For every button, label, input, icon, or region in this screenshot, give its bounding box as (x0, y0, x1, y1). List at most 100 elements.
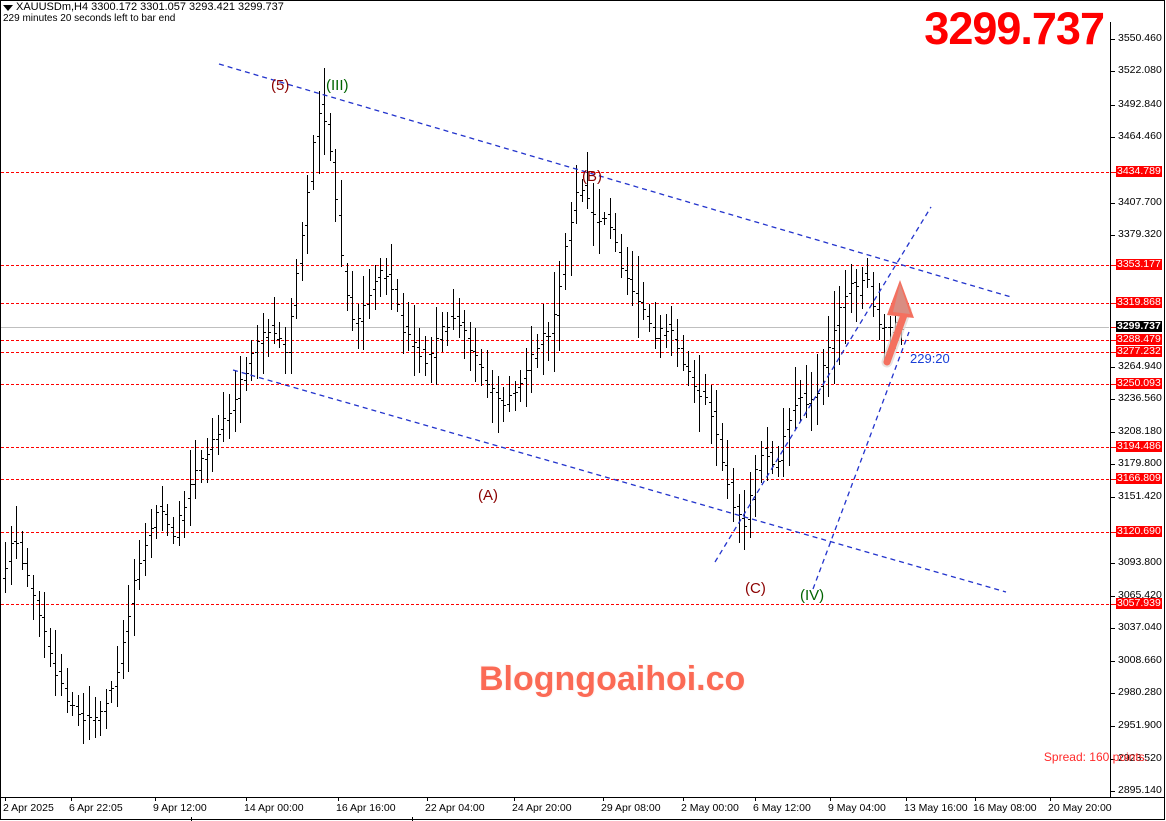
bar-close-tick (302, 234, 305, 236)
time-tick (830, 798, 831, 801)
bar-close-tick (818, 392, 820, 394)
bar-close-tick (45, 631, 48, 633)
wave-label: (IV) (800, 587, 825, 604)
ohlc-bar (593, 183, 594, 247)
ohlc-bar (347, 262, 348, 312)
bar-open-tick (243, 380, 246, 382)
ohlc-bar (548, 321, 549, 361)
ohlc-bar (767, 426, 768, 481)
bar-open-tick (221, 429, 224, 431)
ohlc-bar (554, 272, 555, 372)
chart-plot-area[interactable]: (5) (III) (B) (A) (C) (IV) 229:20 Blogngoaihoi… (1, 22, 1109, 797)
bar-close-tick (773, 464, 776, 466)
bar-open-tick (490, 391, 493, 393)
price-tick (1111, 758, 1115, 760)
ohlc-bar (677, 318, 678, 368)
bar-open-tick (719, 438, 722, 440)
bar-open-tick (652, 327, 655, 329)
price-tick (1111, 38, 1115, 40)
price-axis-label: 2895.140 (1118, 784, 1162, 797)
bar-close-tick (190, 484, 193, 486)
ohlc-bar (498, 376, 499, 434)
price-axis-label: 2980.280 (1118, 686, 1162, 699)
ohlc-bar (772, 440, 773, 474)
bar-close-tick (17, 543, 20, 545)
bar-open-tick (361, 321, 364, 323)
bar-close-tick (95, 716, 98, 718)
bar-close-tick (650, 322, 652, 324)
bar-close-tick (224, 418, 227, 420)
bar-close-tick (678, 347, 680, 349)
ohlc-bar (845, 270, 846, 344)
chevron-down-icon[interactable] (3, 5, 13, 11)
price-level-label: 3120.690 (1116, 525, 1162, 538)
ohlc-bar (867, 258, 868, 289)
price-tick (1111, 352, 1116, 354)
bar-close-tick (487, 384, 490, 386)
price-tick (1111, 479, 1116, 481)
bar-close-tick (778, 461, 781, 463)
bar-open-tick (759, 470, 761, 471)
bar-open-tick (339, 215, 341, 217)
bar-open-tick (792, 409, 795, 411)
bar-close-tick (706, 397, 708, 399)
price-scale[interactable]: 3550.460 3522.080 3492.840 3464.460 3434.789… (1110, 22, 1166, 797)
bar-close-tick (179, 514, 182, 516)
bar-open-tick (31, 588, 33, 590)
price-tick (1111, 791, 1115, 793)
ohlc-bar (515, 380, 516, 412)
bar-open-tick (92, 719, 95, 721)
bar-open-tick (798, 397, 801, 399)
bar-close-tick (493, 387, 496, 389)
bar-close-tick (689, 371, 692, 372)
bar-open-tick (400, 314, 403, 316)
bar-open-tick (753, 499, 756, 500)
ohlc-bar (688, 350, 689, 387)
time-scale[interactable]: 2 Apr 2025 6 Apr 22:05 9 Apr 12:00 14 Apr 0… (1, 797, 1165, 821)
price-level-line (1, 479, 1109, 481)
bar-open-tick (725, 464, 728, 466)
bar-close-tick (314, 142, 316, 144)
ohlc-bar (783, 407, 784, 477)
bar-close-tick (157, 511, 160, 513)
price-axis-label: 2951.900 (1118, 718, 1162, 731)
bar-close-tick (218, 434, 221, 436)
bar-open-tick (775, 467, 778, 469)
bar-open-tick (350, 297, 353, 298)
ohlc-bar (263, 313, 264, 374)
ohlc-bar (795, 366, 796, 430)
current-price-display: 3299.737 (924, 3, 1105, 54)
ohlc-bar (240, 355, 241, 423)
bar-close-tick (638, 301, 641, 302)
bar-open-tick (266, 336, 269, 338)
ohlc-bar (302, 221, 303, 281)
price-axis-label: 3065.420 (1118, 588, 1162, 601)
ohlc-bar (520, 369, 521, 402)
bar-close-tick (868, 278, 871, 280)
bar-close-tick (90, 717, 92, 719)
bar-open-tick (624, 269, 627, 271)
bar-open-tick (451, 316, 453, 318)
ohlc-bar (576, 164, 577, 224)
bar-close-tick (56, 675, 59, 677)
bar-open-tick (854, 282, 857, 284)
symbol-ohlc-line: XAUUSDm,H4 3300.172 3301.057 3293.421 32… (16, 1, 284, 13)
bar-countdown-label: 229:20 (910, 351, 950, 366)
time-axis-label: 14 Apr 00:00 (244, 802, 304, 814)
ohlc-bar (128, 584, 129, 672)
price-level-label: 3250.093 (1116, 376, 1162, 389)
bar-open-tick (47, 645, 50, 647)
price-tick (1111, 604, 1116, 606)
price-level-line (1, 171, 1109, 173)
time-axis-label: 24 Apr 20:00 (512, 802, 572, 814)
ohlc-bar (655, 302, 656, 349)
ohlc-bar (291, 297, 292, 375)
bar-open-tick (428, 353, 431, 355)
ohlc-bar (890, 315, 891, 348)
bar-close-tick (470, 349, 473, 351)
bar-close-tick (851, 282, 854, 284)
bar-open-tick (165, 513, 168, 515)
bar-open-tick (53, 662, 56, 664)
bar-open-tick (103, 710, 106, 712)
bar-open-tick (467, 338, 470, 340)
